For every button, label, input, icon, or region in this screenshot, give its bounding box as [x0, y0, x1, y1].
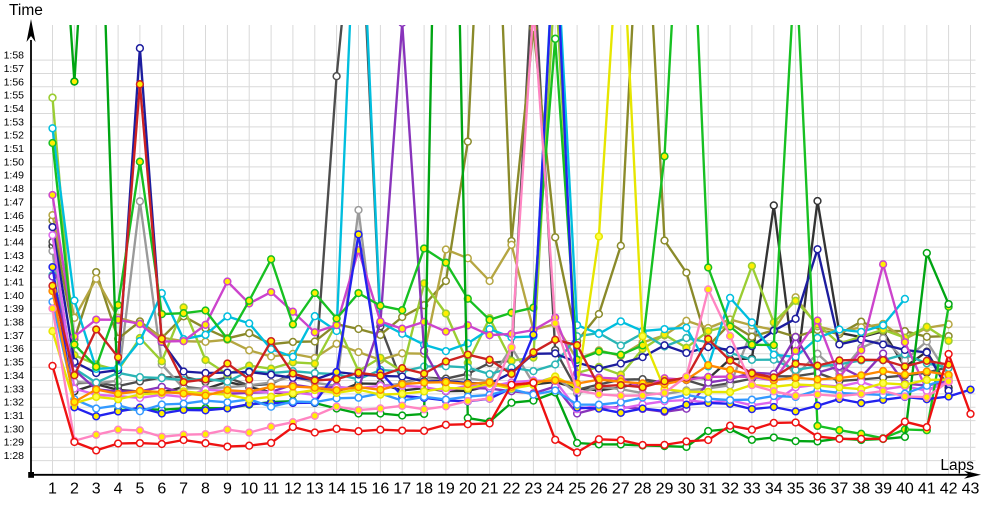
svg-text:1:41: 1:41 — [4, 277, 25, 289]
svg-text:25: 25 — [568, 481, 586, 498]
svg-text:2: 2 — [70, 481, 79, 498]
svg-text:1:47: 1:47 — [4, 196, 25, 208]
svg-text:1:48: 1:48 — [4, 183, 25, 195]
svg-text:1:42: 1:42 — [4, 263, 25, 275]
svg-text:1:54: 1:54 — [4, 103, 25, 115]
svg-text:1:53: 1:53 — [4, 116, 25, 128]
svg-text:1:36: 1:36 — [4, 343, 25, 355]
svg-text:15: 15 — [350, 481, 368, 498]
svg-text:1:38: 1:38 — [4, 317, 25, 329]
svg-text:38: 38 — [852, 481, 870, 498]
svg-text:23: 23 — [525, 481, 543, 498]
svg-text:31: 31 — [699, 481, 717, 498]
svg-text:1:52: 1:52 — [4, 130, 25, 142]
svg-text:1: 1 — [48, 481, 57, 498]
svg-text:7: 7 — [179, 481, 188, 498]
svg-text:1:45: 1:45 — [4, 223, 25, 235]
svg-text:43: 43 — [962, 481, 980, 498]
svg-text:18: 18 — [415, 481, 433, 498]
svg-text:1:56: 1:56 — [4, 76, 25, 88]
svg-text:42: 42 — [940, 481, 958, 498]
svg-text:20: 20 — [459, 481, 477, 498]
svg-text:34: 34 — [765, 481, 783, 498]
svg-text:22: 22 — [503, 481, 521, 498]
svg-text:24: 24 — [546, 481, 564, 498]
svg-text:1:31: 1:31 — [4, 410, 25, 422]
svg-text:8: 8 — [201, 481, 210, 498]
svg-text:35: 35 — [787, 481, 805, 498]
svg-text:1:44: 1:44 — [4, 236, 25, 248]
svg-text:36: 36 — [809, 481, 827, 498]
svg-text:10: 10 — [240, 481, 258, 498]
svg-text:1:29: 1:29 — [4, 437, 25, 449]
svg-text:1:43: 1:43 — [4, 250, 25, 262]
svg-text:1:34: 1:34 — [4, 370, 25, 382]
svg-text:16: 16 — [372, 481, 390, 498]
svg-text:30: 30 — [678, 481, 696, 498]
svg-text:Time: Time — [9, 2, 43, 19]
svg-text:14: 14 — [328, 481, 346, 498]
svg-text:1:46: 1:46 — [4, 210, 25, 222]
svg-text:27: 27 — [612, 481, 630, 498]
svg-text:1:28: 1:28 — [4, 450, 25, 462]
svg-text:12: 12 — [284, 481, 302, 498]
svg-text:26: 26 — [590, 481, 608, 498]
svg-text:6: 6 — [157, 481, 166, 498]
svg-text:19: 19 — [437, 481, 455, 498]
svg-text:11: 11 — [263, 481, 280, 498]
svg-text:29: 29 — [656, 481, 674, 498]
svg-text:39: 39 — [874, 481, 892, 498]
svg-text:1:40: 1:40 — [4, 290, 25, 302]
svg-text:1:50: 1:50 — [4, 156, 25, 168]
svg-text:1:51: 1:51 — [4, 143, 25, 155]
svg-text:28: 28 — [634, 481, 652, 498]
svg-text:1:37: 1:37 — [4, 330, 25, 342]
svg-text:13: 13 — [306, 481, 324, 498]
svg-text:1:58: 1:58 — [4, 50, 25, 62]
svg-text:1:30: 1:30 — [4, 423, 25, 435]
svg-text:3: 3 — [92, 481, 101, 498]
svg-text:17: 17 — [393, 481, 411, 498]
svg-text:5: 5 — [135, 481, 144, 498]
svg-text:Laps: Laps — [940, 457, 974, 474]
svg-text:1:33: 1:33 — [4, 383, 25, 395]
svg-text:37: 37 — [831, 481, 849, 498]
svg-text:1:39: 1:39 — [4, 303, 25, 315]
svg-text:40: 40 — [896, 481, 914, 498]
svg-text:32: 32 — [721, 481, 739, 498]
svg-text:1:49: 1:49 — [4, 170, 25, 182]
svg-text:21: 21 — [481, 481, 499, 498]
svg-text:33: 33 — [743, 481, 761, 498]
svg-text:9: 9 — [223, 481, 232, 498]
svg-text:41: 41 — [918, 481, 936, 498]
svg-text:1:35: 1:35 — [4, 357, 25, 369]
svg-text:4: 4 — [114, 481, 123, 498]
svg-text:1:55: 1:55 — [4, 90, 25, 102]
svg-text:1:57: 1:57 — [4, 63, 25, 75]
svg-text:1:32: 1:32 — [4, 397, 25, 409]
